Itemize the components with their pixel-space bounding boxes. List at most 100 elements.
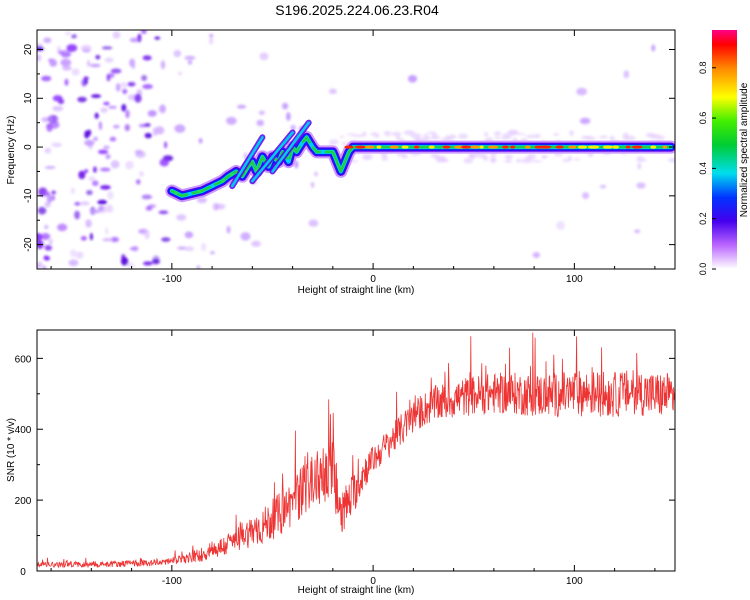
heatmap-halo-blob (445, 135, 451, 139)
heatmap-noise-blob (240, 232, 251, 241)
ridge-hot-spot (602, 145, 614, 149)
heatmap-noise-blob (84, 79, 88, 85)
ridge-hot-spot (401, 145, 409, 149)
heatmap-noise-blob (134, 93, 142, 103)
ridge-hot-spot (555, 145, 564, 149)
heatmap-noise-blob (46, 195, 53, 203)
heatmap-noise-blob (314, 171, 318, 177)
heatmap-noise-blob (115, 83, 121, 92)
heatmap-halo-blob (516, 133, 526, 136)
heatmap-noise-blob (42, 265, 46, 269)
heatmap-noise-blob (66, 44, 78, 52)
heatmap-noise-blob (38, 187, 48, 197)
heatmap-noise-blob (103, 101, 110, 106)
spectrogram-y-label: Frequency (Hz) (6, 116, 17, 185)
heatmap-noise-blob (89, 63, 101, 68)
heatmap-noise-blob (105, 204, 114, 213)
heatmap-halo-blob (527, 153, 537, 160)
heatmap-halo-blob (598, 135, 609, 139)
heatmap-noise-blob (84, 169, 88, 174)
heatmap-noise-blob (110, 236, 119, 243)
heatmap-noise-blob (122, 88, 128, 95)
heatmap-halo-blob (625, 135, 636, 141)
heatmap-noise-blob (88, 176, 96, 182)
heatmap-noise-blob (95, 55, 101, 60)
heatmap-noise-blob (196, 265, 200, 269)
heatmap-noise-blob (105, 227, 109, 235)
heatmap-noise-blob (106, 191, 114, 200)
heatmap-noise-blob (147, 110, 157, 117)
heatmap-noise-blob (44, 244, 53, 251)
heatmap-noise-blob (125, 109, 130, 119)
heatmap-noise-blob (43, 255, 49, 260)
snr-y-axis: 0 200 400 600 (15, 354, 675, 578)
heatmap-noise-blob (60, 58, 72, 67)
heatmap-noise-blob (144, 230, 150, 240)
heatmap-halo-blob (507, 129, 519, 136)
heatmap-noise-blob (69, 249, 77, 258)
heatmap-noise-blob (44, 165, 56, 169)
heatmap-noise-blob (209, 37, 214, 45)
heatmap-noise-blob (83, 76, 89, 81)
snr-y-tick-label: 400 (15, 425, 32, 436)
heatmap-noise-blob (108, 105, 117, 109)
heatmap-halo-blob (657, 135, 666, 140)
heatmap-noise-blob (103, 145, 110, 150)
heatmap-noise-blob (65, 31, 72, 36)
heatmap-noise-blob (154, 36, 161, 40)
heatmap-halo-blob (516, 158, 522, 163)
heatmap-noise-blob (78, 170, 86, 180)
heatmap-noise-blob (129, 37, 140, 43)
heatmap-noise-blob (80, 236, 87, 241)
heatmap-noise-blob (210, 251, 215, 255)
heatmap-halo-blob (499, 136, 512, 140)
snr-y-tick-label: 600 (15, 354, 32, 365)
ridge-hot-spot (461, 145, 472, 149)
ridge-hot-spot (612, 145, 620, 149)
heatmap-noise-blob (85, 219, 92, 228)
heatmap-noise-blob (52, 95, 63, 102)
heatmap-noise-blob (49, 59, 58, 67)
heatmap-halo-blob (383, 130, 391, 137)
heatmap-noise-blob (110, 68, 122, 74)
heatmap-noise-blob (259, 52, 269, 61)
heatmap-noise-blob (37, 54, 42, 62)
heatmap-halo-blob (553, 152, 564, 157)
heatmap-noise-blob (178, 71, 183, 76)
heatmap-noise-blob (44, 147, 52, 154)
heatmap-noise-blob (158, 108, 164, 112)
colorbar-gradient (712, 30, 737, 269)
heatmap-noise-blob (64, 78, 69, 86)
heatmap-noise-blob (68, 259, 79, 267)
heatmap-noise-blob (43, 37, 52, 44)
spectrogram-y-tick-label: 10 (23, 92, 34, 104)
heatmap-halo-blob (435, 156, 447, 163)
heatmap-halo-blob (504, 159, 513, 163)
heatmap-noise-blob (51, 142, 63, 148)
heatmap-noise-blob (90, 94, 102, 98)
ridge-secondary-streak-core (230, 136, 264, 188)
heatmap-halo-blob (339, 135, 345, 138)
spectrogram-y-tick-label: 0 (23, 144, 34, 150)
spectrogram-frame (36, 29, 676, 270)
heatmap-noise-blob (201, 243, 207, 252)
heatmap-noise-blob (236, 104, 247, 109)
snr-x-tick-label: 0 (370, 576, 376, 587)
heatmap-noise-blob (98, 205, 105, 212)
heatmap-halo-blob (401, 154, 408, 159)
heatmap-noise-blob (37, 206, 47, 215)
heatmap-halo-blob (585, 136, 597, 140)
heatmap-noise-blob (176, 214, 187, 221)
spectrogram-x-tick-label: 100 (566, 274, 583, 285)
heatmap-noise-blob (93, 166, 97, 173)
heatmap-halo-blob (649, 135, 656, 138)
heatmap-halo-blob (521, 158, 532, 164)
colorbar-label: Normalized spectral amplitude (739, 82, 750, 217)
heatmap-noise-blob (290, 125, 296, 131)
heatmap-halo-blob (636, 156, 644, 160)
heatmap-noise-blob (139, 171, 144, 177)
heatmap-noise-blob (125, 161, 134, 170)
colorbar-ticks: 0.0 0.2 0.4 0.6 0.8 (698, 61, 716, 275)
heatmap-noise-blob (142, 84, 153, 90)
ridge-hot-spot (413, 145, 420, 149)
